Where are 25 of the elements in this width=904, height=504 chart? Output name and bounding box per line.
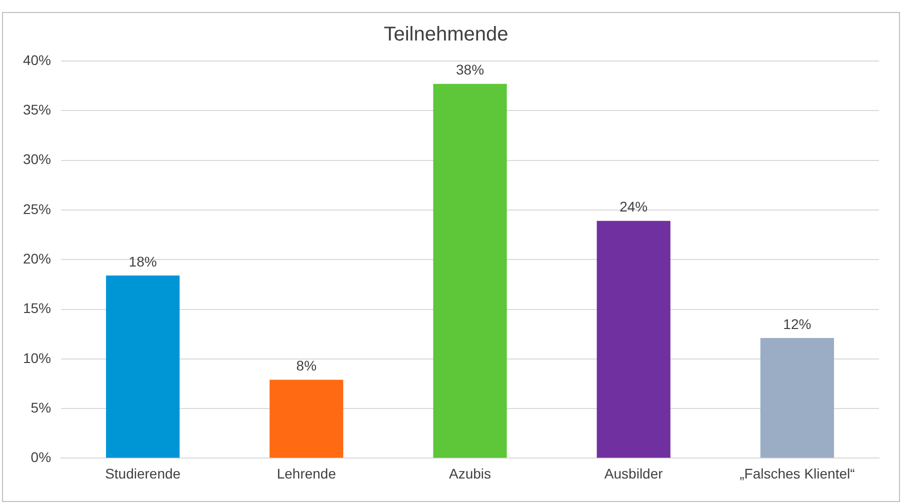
bar xyxy=(433,84,507,458)
data-label: 38% xyxy=(456,62,484,78)
y-tick-label: 15% xyxy=(22,300,52,316)
x-tick-label: „Falsches Klientel“ xyxy=(740,465,856,482)
bar xyxy=(106,275,180,458)
y-tick-label: 25% xyxy=(22,200,52,217)
x-tick-label: Lehrende xyxy=(276,465,336,482)
y-tick-label: 5% xyxy=(30,399,52,416)
bar xyxy=(270,380,344,458)
data-label: 24% xyxy=(620,198,648,215)
bar xyxy=(596,220,670,458)
y-tick-label: 30% xyxy=(22,151,52,168)
x-tick-label: Azubis xyxy=(448,465,492,482)
y-tick-label: 20% xyxy=(22,250,52,266)
data-label: 18% xyxy=(128,253,157,270)
data-label: 8% xyxy=(296,358,317,374)
data-label: 12% xyxy=(783,316,812,332)
x-tick-label: Studierende xyxy=(105,465,181,482)
x-tick-label: Ausbilder xyxy=(604,465,664,482)
bar xyxy=(760,338,834,458)
y-tick-label: 35% xyxy=(22,102,52,118)
chart-title: Teilnehmende xyxy=(384,24,508,46)
y-tick-label: 40% xyxy=(22,52,52,68)
y-tick-label: 0% xyxy=(30,449,52,466)
y-tick-label: 10% xyxy=(22,350,52,366)
